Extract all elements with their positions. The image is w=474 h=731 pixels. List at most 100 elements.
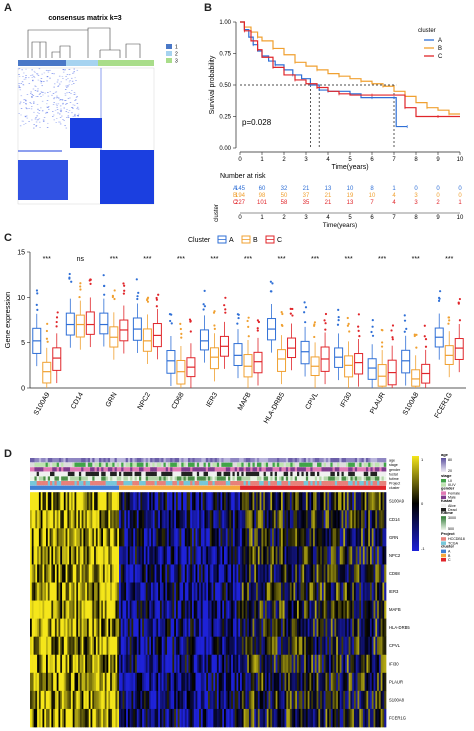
box-B — [310, 356, 320, 377]
anno-cell — [30, 458, 33, 463]
heat-cell — [40, 636, 43, 656]
heat-cell — [339, 528, 342, 547]
heat-cell — [31, 600, 34, 619]
heat-cell — [302, 528, 305, 547]
anno-cell — [245, 458, 249, 463]
heat-cell — [49, 708, 52, 728]
heat-cell — [54, 528, 58, 547]
heat-cell — [380, 546, 383, 565]
heat-cell — [206, 654, 209, 674]
heat-cell — [204, 654, 207, 674]
heat-cell — [216, 528, 220, 547]
heat-cell — [179, 690, 182, 710]
outlier — [324, 312, 328, 316]
heat-cell — [30, 600, 33, 619]
anno-cell — [299, 481, 302, 486]
heat-cell — [99, 510, 102, 529]
anno-cell — [72, 462, 75, 467]
anno-cell — [321, 462, 324, 467]
heat-cell — [238, 564, 241, 583]
heat-cell — [79, 546, 82, 565]
anno-cell — [359, 467, 362, 472]
anno-cell — [323, 476, 327, 481]
heat-cell — [313, 654, 316, 674]
heat-cell — [106, 600, 109, 619]
heat-cell — [197, 654, 200, 674]
anno-cell — [210, 467, 213, 472]
heat-cell — [355, 600, 358, 619]
anno-cell — [119, 462, 122, 467]
anno-cell — [252, 462, 256, 467]
anno-cell — [67, 481, 71, 486]
anno-cell — [41, 462, 44, 467]
heat-cell — [142, 654, 145, 674]
anno-cell — [225, 471, 229, 477]
risk-cell: 7 — [370, 200, 374, 206]
heat-cell — [72, 492, 75, 511]
anno-cell — [363, 481, 367, 486]
heat-cell — [378, 546, 382, 565]
box-B — [209, 347, 219, 370]
heat-cell — [254, 564, 257, 583]
heat-cell — [152, 546, 155, 565]
heat-cell — [79, 654, 82, 674]
anno-cell — [303, 481, 307, 486]
heat-cell — [33, 564, 36, 583]
anno-cell — [265, 471, 269, 477]
heat-cell — [352, 582, 355, 601]
noise-cell — [69, 97, 71, 99]
heat-cell — [236, 708, 239, 728]
heat-cell — [307, 654, 310, 674]
anno-cell — [252, 458, 256, 463]
heat-cell — [345, 564, 348, 583]
outlier — [280, 310, 283, 314]
heat-cell — [361, 672, 364, 692]
heat-cell — [40, 672, 43, 692]
heat-cell — [159, 600, 163, 619]
heat-cell — [225, 564, 228, 583]
anno-cell — [154, 481, 158, 486]
heat-cell — [124, 510, 127, 529]
anno-cell — [83, 481, 86, 486]
noise-cell — [18, 86, 21, 88]
anno-cell — [339, 458, 342, 463]
heat-cell — [136, 708, 139, 728]
anno-cell — [325, 471, 329, 477]
anno-cell — [372, 471, 376, 477]
anno-cell — [377, 462, 380, 467]
anno-cell — [254, 458, 258, 463]
heat-cell — [31, 654, 34, 674]
anno-cell — [230, 467, 233, 472]
heat-cell — [270, 564, 273, 583]
consensus-title: consensus matrix k=3 — [48, 15, 121, 22]
heat-cell — [191, 528, 195, 547]
heat-cell — [186, 690, 189, 710]
heat-cell — [177, 582, 180, 601]
heat-cell — [291, 672, 294, 692]
heat-cell — [309, 654, 312, 674]
heat-cell — [291, 690, 294, 710]
significance-label: *** — [210, 256, 218, 263]
heat-cell — [40, 582, 43, 601]
heat-cell — [85, 582, 88, 601]
heat-cell — [183, 636, 186, 656]
heat-cell — [302, 690, 305, 710]
heat-cell — [256, 510, 259, 529]
noise-cell — [24, 123, 27, 124]
outlier — [103, 284, 106, 288]
outlier — [202, 308, 205, 311]
noise-cell — [53, 98, 55, 100]
heat-cell — [197, 492, 200, 511]
heat-cell — [288, 510, 291, 529]
heat-cell — [44, 636, 47, 656]
outlier — [89, 282, 92, 285]
anno-cell — [43, 462, 46, 467]
heat-cell — [115, 492, 118, 511]
risk-row-label-C: C — [233, 200, 238, 206]
heat-cell — [208, 690, 211, 710]
heat-cell — [357, 546, 360, 565]
heat-cell — [44, 690, 47, 710]
noise-cell — [29, 102, 31, 103]
heat-cell — [92, 528, 95, 547]
heat-cell — [309, 582, 312, 601]
